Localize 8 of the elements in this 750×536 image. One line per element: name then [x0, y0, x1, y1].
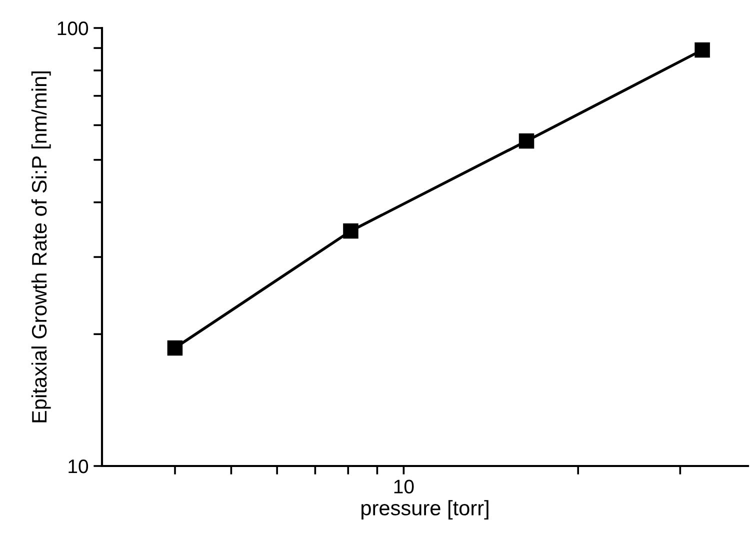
y-tick-label: 100: [58, 21, 88, 36]
text: 10: [394, 480, 414, 494]
x-axis-title: pressure [torr]: [362, 500, 488, 520]
point: [167, 340, 183, 356]
y-axis-title: Epitaxial Growth Rate of Si:P [nm/min]: [31, 72, 51, 422]
point: [694, 42, 710, 58]
point: [343, 223, 358, 239]
point: [518, 133, 534, 149]
